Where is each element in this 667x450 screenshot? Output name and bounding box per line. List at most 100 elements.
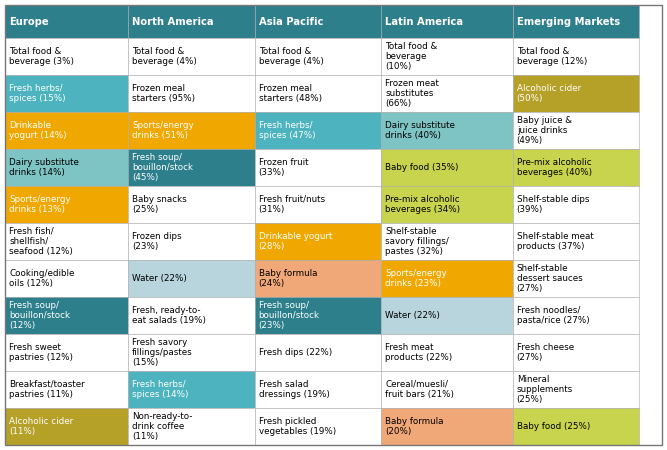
Text: Baby food (25%): Baby food (25%) [517,422,590,431]
Text: Fresh dips (22%): Fresh dips (22%) [259,348,332,357]
Bar [255,75,382,112]
Text: Alcoholic cider
(50%): Alcoholic cider (50%) [517,84,581,103]
Text: Fresh, ready-to-
eat salads (19%): Fresh, ready-to- eat salads (19%) [132,306,206,325]
Text: Frozen meal
starters (48%): Frozen meal starters (48%) [259,84,322,103]
Bar [255,223,382,260]
Bar [382,297,513,333]
Text: Total food &
beverage (12%): Total food & beverage (12%) [517,47,587,66]
Bar [382,75,513,112]
Bar [5,112,128,149]
Text: Fresh soup/
bouillon/stock
(12%): Fresh soup/ bouillon/stock (12%) [9,301,70,330]
Bar [382,38,513,75]
Bar [5,223,128,260]
Bar [513,223,640,260]
Bar [5,149,128,186]
Text: Cereal/muesli/
fruit bars (21%): Cereal/muesli/ fruit bars (21%) [386,380,454,399]
Bar [128,149,255,186]
Text: Alcoholic cider
(11%): Alcoholic cider (11%) [9,417,73,436]
Text: North America: North America [132,17,213,27]
Text: Frozen fruit
(33%): Frozen fruit (33%) [259,158,308,177]
Bar [513,112,640,149]
Bar [513,371,640,408]
Bar [128,186,255,223]
Text: Cooking/edible
oils (12%): Cooking/edible oils (12%) [9,269,75,288]
Text: Fresh cheese
(27%): Fresh cheese (27%) [517,342,574,362]
Bar [382,260,513,297]
Bar [5,5,128,38]
Bar [5,408,128,445]
Text: Fresh salad
dressings (19%): Fresh salad dressings (19%) [259,380,329,399]
Bar [255,38,382,75]
Bar [255,186,382,223]
Bar [5,333,128,371]
Text: Fresh sweet
pastries (12%): Fresh sweet pastries (12%) [9,342,73,362]
Text: Fresh fish/
shellfish/
seafood (12%): Fresh fish/ shellfish/ seafood (12%) [9,227,73,256]
Bar [255,260,382,297]
Bar [5,297,128,333]
Bar [382,371,513,408]
Text: Fresh meat
products (22%): Fresh meat products (22%) [386,342,453,362]
Text: Shelf-stable dips
(39%): Shelf-stable dips (39%) [517,195,589,214]
Text: Frozen dips
(23%): Frozen dips (23%) [132,232,181,251]
Bar [128,297,255,333]
Text: Dairy substitute
drinks (14%): Dairy substitute drinks (14%) [9,158,79,177]
Text: Total food &
beverage
(10%): Total food & beverage (10%) [386,42,438,71]
Text: Baby food (35%): Baby food (35%) [386,163,459,172]
Bar [128,38,255,75]
Bar [255,297,382,333]
Text: Fresh savory
fillings/pastes
(15%): Fresh savory fillings/pastes (15%) [132,338,193,367]
Bar [382,186,513,223]
Text: Mineral
supplements
(25%): Mineral supplements (25%) [517,374,573,404]
Text: Sports/energy
drinks (51%): Sports/energy drinks (51%) [132,121,193,140]
Text: Fresh soup/
bouillon/stock
(45%): Fresh soup/ bouillon/stock (45%) [132,153,193,182]
Text: Shelf-stable
dessert sauces
(27%): Shelf-stable dessert sauces (27%) [517,264,582,293]
Bar [513,260,640,297]
Text: Fresh herbs/
spices (14%): Fresh herbs/ spices (14%) [132,380,189,399]
Bar [5,260,128,297]
Text: Drinkable yogurt
(28%): Drinkable yogurt (28%) [259,232,332,251]
Bar [255,333,382,371]
Bar [128,371,255,408]
Text: Total food &
beverage (4%): Total food & beverage (4%) [132,47,197,66]
Text: Latin America: Latin America [386,17,464,27]
Bar [128,408,255,445]
Text: Emerging Markets: Emerging Markets [517,17,620,27]
Text: Non-ready-to-
drink coffee
(11%): Non-ready-to- drink coffee (11%) [132,412,193,441]
Text: Shelf-stable meat
products (37%): Shelf-stable meat products (37%) [517,232,594,251]
Bar [513,75,640,112]
Bar [5,186,128,223]
Bar [382,333,513,371]
Bar [382,149,513,186]
Text: Fresh soup/
bouillon/stock
(23%): Fresh soup/ bouillon/stock (23%) [259,301,319,330]
Text: Baby formula
(20%): Baby formula (20%) [386,417,444,436]
Bar [255,408,382,445]
Bar [382,112,513,149]
Text: Drinkable
yogurt (14%): Drinkable yogurt (14%) [9,121,67,140]
Bar [5,75,128,112]
Text: Fresh herbs/
spices (15%): Fresh herbs/ spices (15%) [9,84,66,103]
Bar [128,260,255,297]
Bar [255,371,382,408]
Bar [5,371,128,408]
Text: Frozen meat
substitutes
(66%): Frozen meat substitutes (66%) [386,79,440,108]
Text: Baby formula
(24%): Baby formula (24%) [259,269,317,288]
Text: Fresh noodles/
pasta/rice (27%): Fresh noodles/ pasta/rice (27%) [517,306,590,325]
Bar [513,333,640,371]
Text: Water (22%): Water (22%) [386,310,440,320]
Bar [128,112,255,149]
Text: Europe: Europe [9,17,49,27]
Text: Breakfast/toaster
pastries (11%): Breakfast/toaster pastries (11%) [9,380,85,399]
Bar [128,333,255,371]
Bar [128,5,255,38]
Bar [382,223,513,260]
Bar [128,75,255,112]
Text: Fresh herbs/
spices (47%): Fresh herbs/ spices (47%) [259,121,315,140]
Bar [513,149,640,186]
Bar [255,112,382,149]
Bar [513,5,640,38]
Text: Total food &
beverage (3%): Total food & beverage (3%) [9,47,74,66]
Text: Pre-mix alcoholic
beverages (40%): Pre-mix alcoholic beverages (40%) [517,158,592,177]
Text: Baby snacks
(25%): Baby snacks (25%) [132,195,187,214]
Bar [382,408,513,445]
Text: Fresh pickled
vegetables (19%): Fresh pickled vegetables (19%) [259,417,336,436]
